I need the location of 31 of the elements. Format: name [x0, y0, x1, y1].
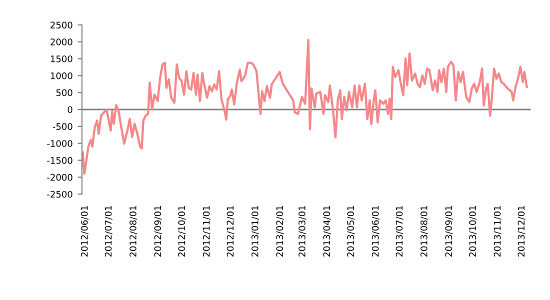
y-tick-label: -2000: [47, 174, 72, 181]
y-tick-label: 2500: [50, 22, 72, 28]
y-tick-label: -2500: [47, 190, 72, 198]
x-tick-label: 2013/11/01: [494, 206, 502, 257]
y-tick-label: 2000: [50, 38, 72, 46]
x-tick-label: 2013/08/01: [420, 206, 428, 257]
x-tick-label: 2012/12/01: [226, 206, 234, 257]
y-tick-label: -1000: [47, 140, 72, 147]
x-tick-label: 2013/02/01: [276, 206, 284, 257]
y-tick-label: 1000: [50, 72, 72, 80]
x-tick-label: 2013/05/01: [347, 206, 355, 257]
y-tick-label: 0: [68, 106, 72, 114]
y-tick-label: -500: [52, 123, 72, 130]
x-tick-label: 2012/06/01: [80, 206, 88, 257]
x-tick-label: 2013/12/01: [518, 206, 526, 257]
x-tick-label: 2013/03/01: [298, 206, 306, 257]
line-series: [82, 39, 528, 175]
x-tick-label: 2013/09/01: [445, 206, 453, 257]
x-tick-label: 2012/07/01: [104, 206, 112, 257]
x-tick-label: 2013/04/01: [323, 206, 331, 257]
x-tick-label: 2012/11/01: [202, 206, 210, 257]
x-tick-label: 2013/06/01: [372, 206, 380, 257]
y-tick-label: -1500: [47, 156, 72, 164]
x-tick-label: 2013/01/01: [252, 206, 260, 257]
y-tick-label: 1500: [50, 55, 72, 62]
x-tick-label: 2013/10/01: [469, 206, 477, 257]
x-tick-label: 2012/10/01: [178, 206, 186, 257]
x-tick-label: 2013/07/01: [396, 206, 404, 257]
x-tick-label: 2012/09/01: [154, 206, 162, 257]
y-tick-label: 500: [56, 89, 72, 96]
x-tick-label: 2012/08/01: [130, 206, 138, 257]
